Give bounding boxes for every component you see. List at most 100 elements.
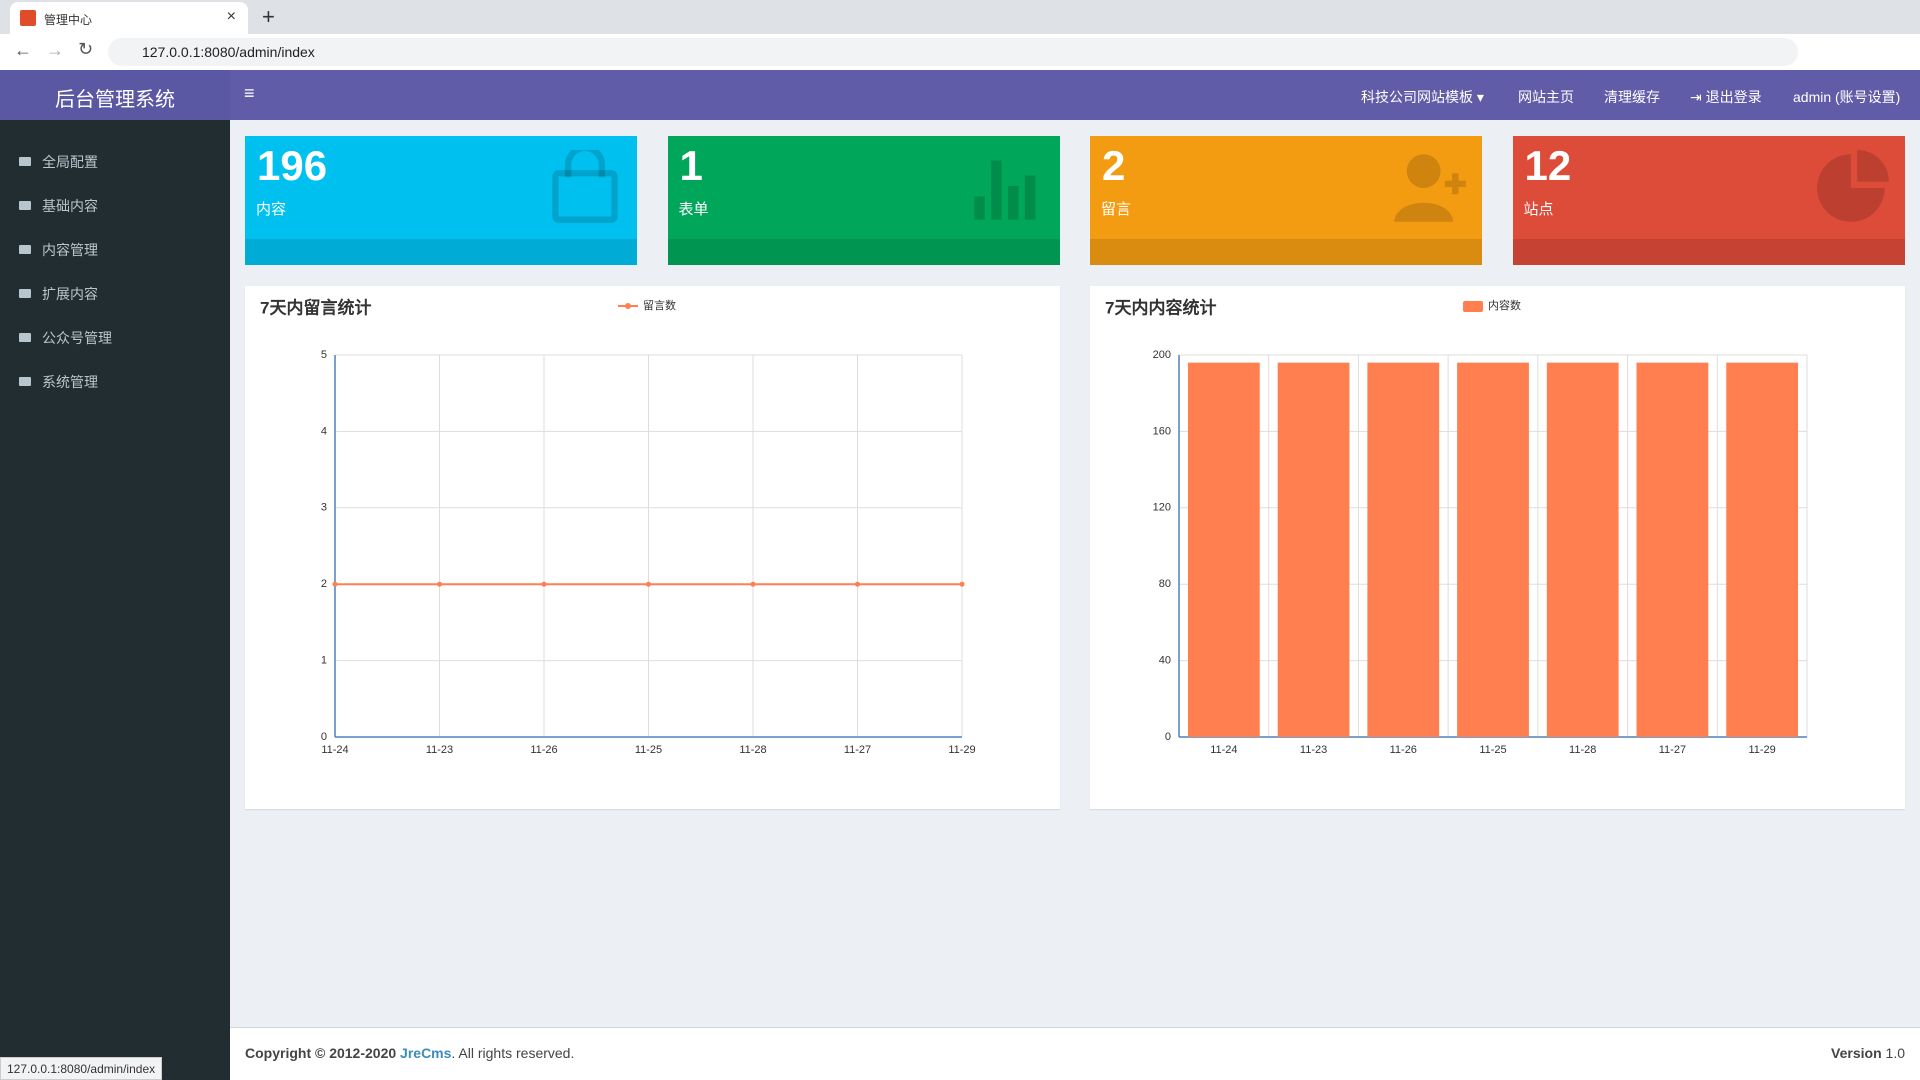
y-tick-label: 80 [1159, 578, 1171, 590]
toolbar: ← → ↻ 127.0.0.1:8080/admin/index [0, 34, 1920, 70]
nav-item[interactable]: 网站主页 [1518, 89, 1574, 105]
x-tick-label: 11-24 [321, 744, 348, 756]
y-tick-label: 0 [1165, 731, 1171, 743]
stat-footer[interactable] [245, 239, 637, 265]
stat-label: 留言 [1101, 201, 1132, 218]
x-tick-label: 11-28 [739, 744, 766, 756]
nav-item[interactable]: admin (账号设置) [1793, 89, 1901, 105]
point [437, 581, 442, 587]
version-number: 1.0 [1885, 1045, 1905, 1061]
y-tick-label: 120 [1153, 502, 1171, 514]
x-tick-label: 11-25 [635, 744, 662, 756]
x-tick-label: 11-29 [1748, 744, 1775, 756]
nav-item[interactable]: ⇥ 退出登录 [1690, 89, 1762, 105]
stat-label: 站点 [1523, 201, 1554, 218]
reload-button[interactable]: ↻ [78, 39, 94, 59]
stat-footer[interactable] [667, 239, 1060, 265]
x-tick-label: 11-23 [426, 744, 453, 756]
version: Version 1.0 [1831, 1045, 1905, 1061]
tab-title: 管理中心 [44, 13, 93, 27]
legend-label: 内容数 [1488, 298, 1521, 312]
chart-panel [245, 286, 1060, 809]
footer-link[interactable]: JreCms [400, 1045, 452, 1061]
y-tick-label: 2 [321, 578, 327, 590]
nav-text: 退出登录 [1705, 89, 1762, 105]
bar [1277, 362, 1350, 737]
point [541, 581, 547, 587]
x-tick-label: 11-25 [1479, 744, 1506, 756]
y-tick-label: 160 [1153, 425, 1171, 437]
bar [1636, 362, 1709, 737]
y-tick-label: 0 [321, 731, 327, 743]
stat-icon [1394, 154, 1466, 222]
bar [1187, 362, 1260, 737]
favicon [20, 10, 36, 26]
stat-icon [1816, 150, 1889, 222]
tab-bar [0, 0, 1920, 34]
x-tick-label: 11-27 [1659, 744, 1686, 756]
tab[interactable]: 管理中心 × [10, 2, 248, 34]
stat-value: 2 [1102, 142, 1126, 189]
y-tick-label: 1 [321, 655, 327, 667]
nav-item[interactable]: 清理缓存 [1604, 89, 1660, 105]
sidebar: 全局配置 基础内容 内容管理 扩展内容 公众号管理 系统管理 [0, 120, 254, 1080]
bar [1367, 362, 1440, 737]
legend-label: 留言数 [643, 299, 676, 312]
x-tick-label: 11-27 [844, 744, 871, 756]
tab-close[interactable]: × [226, 8, 236, 25]
stat-icon [973, 160, 1035, 220]
y-tick-label: 40 [1159, 655, 1171, 667]
stat-footer[interactable] [1090, 239, 1482, 265]
stat-box: 12 站点 [1512, 136, 1905, 265]
y-tick-label: 5 [321, 349, 327, 361]
chart-title: 7天内内容统计 [1105, 297, 1216, 317]
x-tick-label: 11-26 [1390, 744, 1417, 756]
bar [1726, 362, 1799, 737]
brand[interactable]: 后台管理系统 [55, 89, 175, 111]
x-tick-label: 11-23 [1300, 744, 1327, 756]
chart-title: 7天内留言统计 [260, 297, 371, 317]
status-bar: 127.0.0.1:8080/admin/index [0, 1057, 163, 1080]
point [332, 581, 338, 587]
point [750, 581, 756, 587]
bar [1546, 362, 1619, 737]
copyright: Copyright © 2012-2020 JreCms. All rights… [245, 1045, 574, 1061]
brand-area: 后台管理系统 [0, 70, 230, 120]
y-tick-label: 3 [321, 502, 327, 514]
stat-value: 12 [1524, 142, 1572, 189]
forward-button[interactable]: → [46, 40, 64, 60]
url: 127.0.0.1:8080/admin/index [142, 44, 315, 60]
address-bar[interactable]: 127.0.0.1:8080/admin/index [108, 38, 1798, 66]
legend-symbol [625, 303, 631, 309]
stat-box: 196 内容 [245, 136, 637, 265]
x-tick-label: 11-24 [1210, 744, 1237, 756]
stat-box: 2 留言 [1090, 136, 1482, 265]
top-nav: ≡ [230, 70, 1920, 120]
stat-value: 1 [679, 142, 703, 189]
rights-text: . All rights reserved. [451, 1045, 575, 1061]
nav-text: 科技公司网站模板 [1361, 89, 1473, 105]
legend-symbol [1463, 301, 1483, 312]
point [855, 581, 860, 587]
x-tick-label: 11-29 [948, 744, 975, 756]
point [959, 581, 965, 587]
y-tick-label: 4 [321, 425, 327, 437]
copyright-text: Copyright © 2012-2020 [245, 1045, 397, 1061]
stat-label: 表单 [678, 201, 709, 218]
y-tick-label: 200 [1153, 349, 1171, 361]
sidebar-toggle[interactable]: ≡ [244, 83, 255, 103]
point [646, 581, 651, 587]
back-button[interactable]: ← [14, 40, 32, 60]
footer: Copyright © 2012-2020 JreCms. All rights… [230, 1027, 1920, 1080]
version-label: Version [1831, 1045, 1882, 1061]
nav-item[interactable]: 科技公司网站模板 ▾ [1361, 89, 1484, 105]
x-tick-label: 11-26 [530, 744, 557, 756]
bar [1457, 362, 1529, 737]
stat-label: 内容 [256, 201, 287, 218]
x-tick-label: 11-28 [1569, 744, 1596, 756]
stat-footer[interactable] [1512, 239, 1905, 265]
new-tab[interactable]: + [262, 4, 275, 29]
stat-value: 196 [257, 142, 328, 189]
